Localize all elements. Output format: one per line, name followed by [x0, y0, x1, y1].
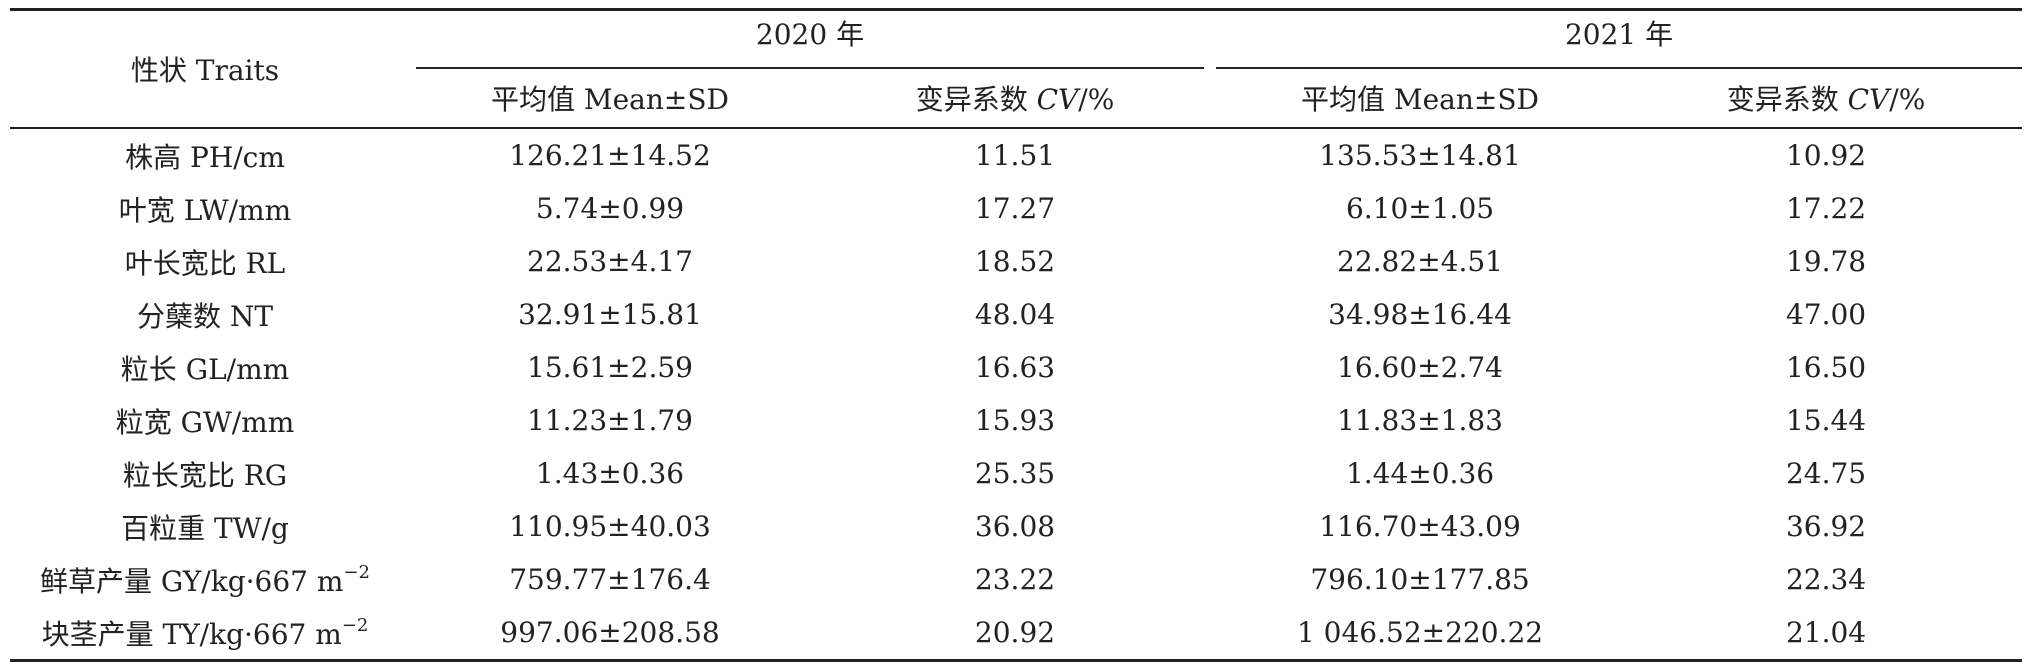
cv-2021-label-italic: CV — [1847, 83, 1890, 116]
mean-2021-cell: 16.60±2.74 — [1337, 351, 1503, 384]
year-2020-header: 2020 年 — [400, 8, 1211, 69]
trait-cell: 株高 PH/cm — [125, 140, 285, 174]
cv-2021-label-post: /% — [1889, 83, 1926, 116]
cv-2020-cell: 23.22 — [974, 563, 1056, 596]
table-row: 块茎产量 TY/kg·667 m−2 997.06±208.58 20.92 1… — [10, 606, 2023, 662]
cv-2021-cell: 36.92 — [1785, 510, 1867, 543]
table-row: 叶长宽比 RL 22.53±4.17 18.52 22.82±4.51 19.7… — [10, 235, 2022, 288]
trait-cell: 百粒重 TW/g — [121, 511, 289, 545]
cv-2020-label-pre: 变异系数 — [915, 83, 1037, 116]
table-row: 粒长 GL/mm 15.61±2.59 16.63 16.60±2.74 16.… — [10, 341, 2022, 394]
mean-2021-cell: 116.70±43.09 — [1319, 510, 1521, 543]
cv-2020-label-post: /% — [1078, 83, 1115, 116]
mean-2020-cell: 110.95±40.03 — [509, 510, 711, 543]
mean-2021-cell: 796.10±177.85 — [1310, 563, 1530, 596]
table-row: 株高 PH/cm 126.21±14.52 11.51 135.53±14.81… — [10, 128, 2022, 182]
trait-label: 鲜草产量 GY/kg·667 m — [40, 564, 344, 598]
mean-2021-cell: 11.83±1.83 — [1337, 404, 1503, 437]
cv-2021-header: 变异系数 CV/% — [1630, 69, 2023, 129]
mean-2020-cell: 11.23±1.79 — [527, 404, 693, 437]
cv-2020-header: 变异系数 CV/% — [820, 69, 1211, 129]
mean-2020-cell: 5.74±0.99 — [535, 192, 685, 225]
trait-unit-superscript: −2 — [341, 615, 369, 637]
mean-2021-cell: 34.98±16.44 — [1328, 298, 1512, 331]
cv-2020-cell: 11.51 — [974, 139, 1056, 172]
mean-2021-cell: 135.53±14.81 — [1319, 139, 1521, 172]
table-row: 鲜草产量 GY/kg·667 m−2 759.77±176.4 23.22 79… — [10, 553, 2022, 606]
cv-2020-cell: 25.35 — [974, 457, 1056, 490]
cv-2020-cell: 20.92 — [820, 606, 1211, 662]
cv-2020-cell: 17.27 — [974, 192, 1056, 225]
mean-2021-cell: 1 046.52±220.22 — [1210, 606, 1631, 662]
mean-2020-cell: 126.21±14.52 — [509, 139, 711, 172]
mean-2021-cell: 1.44±0.36 — [1345, 457, 1495, 490]
cv-2021-cell: 10.92 — [1785, 139, 1867, 172]
cv-2020-label-italic: CV — [1036, 83, 1079, 116]
cv-2021-cell: 47.00 — [1785, 298, 1867, 331]
trait-label: 块茎产量 TY/kg·667 m — [41, 617, 342, 651]
table-row: 粒长宽比 RG 1.43±0.36 25.35 1.44±0.36 24.75 — [10, 447, 2022, 500]
table-row: 百粒重 TW/g 110.95±40.03 36.08 116.70±43.09… — [10, 500, 2022, 553]
mean-2020-cell: 1.43±0.36 — [535, 457, 685, 490]
trait-cell: 分蘖数 NT — [136, 299, 274, 333]
year-2021-label: 2021 年 — [1216, 11, 2023, 69]
traits-statistics-table: 性状 Traits 2020 年 2021 年 平均值 Mean±SD 变异系数… — [10, 8, 2023, 662]
cv-2021-cell: 17.22 — [1785, 192, 1867, 225]
cv-2021-cell: 19.78 — [1785, 245, 1867, 278]
trait-cell: 叶长宽比 RL — [124, 246, 286, 280]
trait-cell: 块茎产量 TY/kg·667 m−2 — [10, 606, 400, 662]
year-2020-label: 2020 年 — [416, 11, 1205, 69]
traits-header: 性状 Traits — [10, 8, 400, 129]
mean-2021-cell: 6.10±1.05 — [1345, 192, 1495, 225]
header-row-years: 性状 Traits 2020 年 2021 年 — [10, 8, 2023, 129]
trait-cell: 粒长 GL/mm — [120, 352, 290, 386]
cv-2020-cell: 48.04 — [974, 298, 1056, 331]
mean-2020-cell: 997.06±208.58 — [400, 606, 820, 662]
cv-2020-cell: 15.93 — [974, 404, 1056, 437]
trait-unit-superscript: −2 — [343, 562, 370, 584]
table-row: 分蘖数 NT 32.91±15.81 48.04 34.98±16.44 47.… — [10, 288, 2022, 341]
header-row-columns: 平均值 Mean±SD 变异系数 CV/% 平均值 Mean±SD 变异系数 C… — [10, 69, 2023, 129]
mean-2020-cell: 22.53±4.17 — [527, 245, 693, 278]
trait-cell: 鲜草产量 GY/kg·667 m−2 — [10, 553, 400, 606]
cv-2021-cell: 21.04 — [1630, 606, 2023, 662]
mean-2020-cell: 759.77±176.4 — [509, 563, 711, 596]
cv-2020-cell: 16.63 — [974, 351, 1056, 384]
trait-cell: 叶宽 LW/mm — [118, 193, 292, 227]
table-row: 叶宽 LW/mm 5.74±0.99 17.27 6.10±1.05 17.22 — [10, 182, 2022, 235]
cv-2021-cell: 24.75 — [1785, 457, 1867, 490]
trait-cell: 粒宽 GW/mm — [115, 405, 295, 439]
mean-2021-header: 平均值 Mean±SD — [1210, 69, 1631, 129]
year-2021-header: 2021 年 — [1210, 8, 2023, 69]
trait-cell: 粒长宽比 RG — [122, 458, 288, 492]
table-row: 粒宽 GW/mm 11.23±1.79 15.93 11.83±1.83 15.… — [10, 394, 2022, 447]
cv-2021-label-pre: 变异系数 — [1726, 83, 1848, 116]
cv-2021-cell: 22.34 — [1785, 563, 1867, 596]
cv-2021-cell: 16.50 — [1785, 351, 1867, 384]
mean-2020-cell: 32.91±15.81 — [518, 298, 702, 331]
cv-2020-cell: 36.08 — [974, 510, 1056, 543]
mean-2020-cell: 15.61±2.59 — [527, 351, 693, 384]
cv-2020-cell: 18.52 — [974, 245, 1056, 278]
cv-2021-cell: 15.44 — [1785, 404, 1867, 437]
mean-2020-header: 平均值 Mean±SD — [400, 69, 820, 129]
mean-2021-cell: 22.82±4.51 — [1337, 245, 1503, 278]
